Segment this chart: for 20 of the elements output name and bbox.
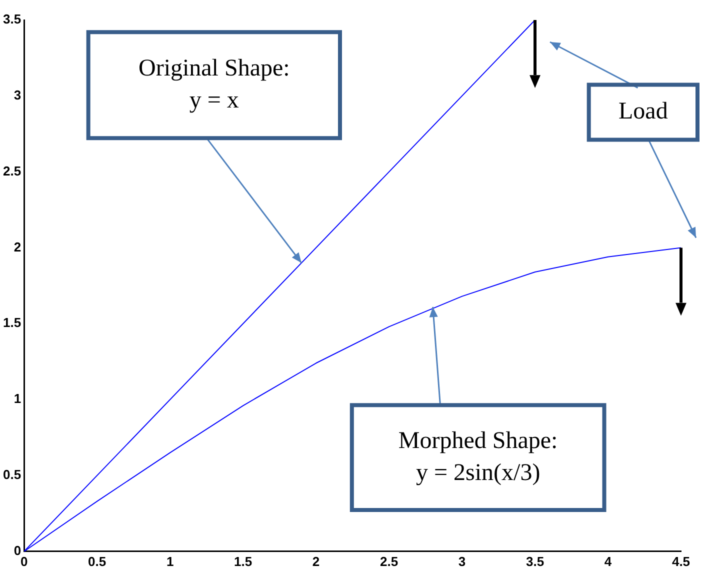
y-tick-label: 1 bbox=[14, 391, 22, 406]
y-tick-label: 3 bbox=[14, 87, 22, 102]
x-tick-label: 4 bbox=[604, 554, 612, 569]
x-tick-label: 2.5 bbox=[380, 554, 398, 569]
x-tick-label: 1.5 bbox=[234, 554, 252, 569]
y-tick-label: 1.5 bbox=[2, 315, 22, 330]
x-tick-label: 3.5 bbox=[526, 554, 544, 569]
annotation: Morphed Shape: y = 2sin(x/3) bbox=[398, 428, 558, 486]
y-tick-label: 2 bbox=[14, 239, 22, 254]
x-tick-label: 3 bbox=[458, 554, 466, 569]
y-tick-label: 3.5 bbox=[2, 12, 22, 27]
y-tick-label: 2.5 bbox=[2, 163, 22, 178]
annotation: Load bbox=[618, 98, 668, 125]
y-tick-label: 0.5 bbox=[2, 467, 22, 482]
x-tick-label: 0.5 bbox=[88, 554, 106, 569]
x-tick-label: 2 bbox=[312, 554, 320, 569]
annotation: Original Shape: y = x bbox=[138, 55, 290, 114]
x-tick-label: 4.5 bbox=[672, 554, 690, 569]
x-tick-label: 1 bbox=[166, 554, 174, 569]
y-tick-label: 0 bbox=[14, 542, 22, 558]
